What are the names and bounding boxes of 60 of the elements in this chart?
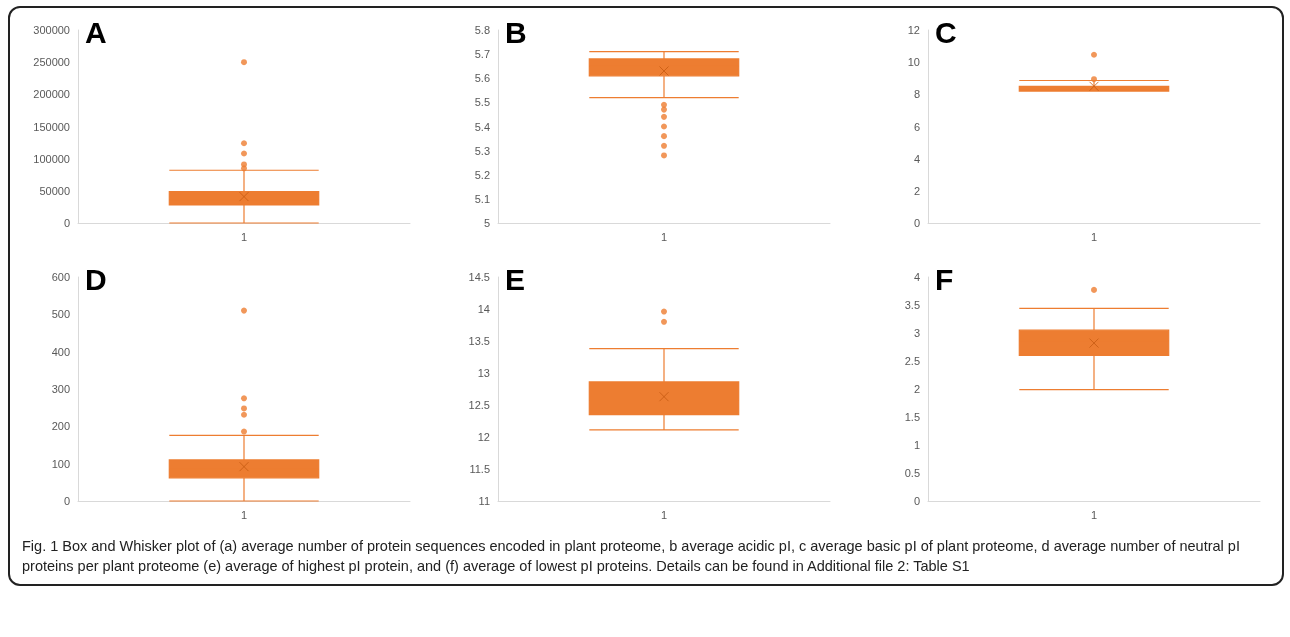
y-tick-label: 12 (907, 24, 920, 36)
y-tick-label: 10 (907, 56, 920, 69)
y-tick-label: 14 (477, 303, 490, 315)
chart-title: E (505, 262, 526, 296)
y-tick-label: 3.5 (904, 299, 920, 311)
y-tick-label: 1.5 (904, 411, 920, 423)
y-tick-label: 300 (51, 383, 70, 395)
x-tick-label: 1 (660, 508, 668, 521)
y-tick-label: 5 (483, 217, 490, 229)
chart-title: B (505, 15, 527, 49)
y-tick-label: 5.5 (474, 96, 490, 109)
y-tick-label: 8 (913, 88, 920, 101)
y-tick-label: 5.1 (474, 192, 490, 205)
y-tick-label: 0 (913, 495, 920, 507)
x-tick-label: 1 (660, 230, 668, 243)
y-tick-label: 0 (63, 495, 70, 507)
y-tick-label: 11 (478, 495, 490, 507)
y-tick-label: 11.5 (469, 463, 490, 475)
y-tick-label: 300000 (33, 24, 70, 36)
y-tick-label: 100000 (33, 152, 70, 165)
y-tick-label: 13.5 (468, 335, 490, 347)
caption: Fig. 1 Box and Whisker plot of (a) average number of protein sequences encoded in plant proteome, b average acidic pI, c average basic pI of plant proteome, d average number of neutral pI proteins per plant proteome (e) average of highest pI protein, and (f) average of lowest pI proteins. Details can be found in Additional file 2: Table S1 (22, 537, 1241, 576)
y-tick-label: 13 (477, 367, 490, 379)
chart-title: A (85, 15, 107, 49)
chart-title: D (85, 262, 107, 296)
y-tick-label: 200000 (33, 88, 70, 101)
y-tick-label: 12.5 (468, 399, 490, 411)
y-tick-label: 0.5 (904, 467, 920, 479)
y-tick-label: 4 (913, 271, 920, 283)
chart-title: C (935, 15, 957, 49)
y-tick-label: 5.2 (474, 168, 490, 181)
y-tick-label: 400 (51, 345, 70, 358)
y-tick-label: 50000 (39, 184, 70, 197)
y-tick-label: 100 (51, 457, 70, 470)
y-tick-label: 12 (477, 431, 490, 443)
y-tick-label: 2.5 (904, 355, 920, 367)
y-tick-label: 600 (51, 271, 70, 283)
y-tick-label: 250000 (33, 56, 70, 69)
y-tick-label: 5.6 (474, 72, 490, 85)
y-tick-label: 2 (913, 184, 920, 197)
y-tick-label: 4 (913, 152, 920, 165)
y-tick-label: 150000 (33, 120, 70, 133)
x-tick-label: 1 (1090, 508, 1098, 521)
x-tick-label: 1 (240, 508, 248, 521)
y-tick-label: 3 (913, 327, 920, 339)
y-tick-label: 500 (51, 308, 70, 321)
y-tick-label: 5.3 (474, 144, 490, 157)
x-tick-label: 1 (240, 230, 248, 243)
y-tick-label: 0 (913, 217, 920, 229)
x-tick-label: 1 (1090, 230, 1098, 243)
y-tick-label: 0 (63, 217, 70, 229)
chart-title: F (935, 262, 954, 296)
y-tick-label: 200 (51, 420, 70, 433)
y-tick-label: 2 (913, 383, 920, 395)
y-tick-label: 5.8 (474, 24, 490, 36)
y-tick-label: 5.4 (474, 120, 490, 133)
y-tick-label: 1 (913, 439, 920, 451)
y-tick-label: 5.7 (474, 48, 490, 61)
y-tick-label: 14.5 (468, 271, 490, 283)
y-tick-label: 6 (913, 120, 920, 133)
